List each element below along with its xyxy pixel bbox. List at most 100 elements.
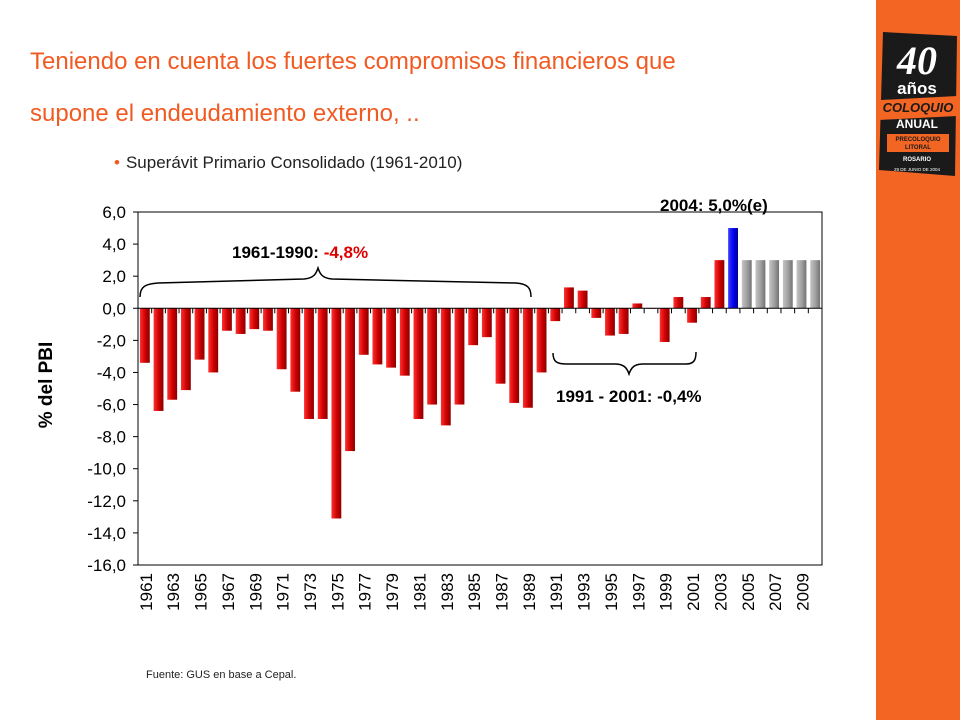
x-tick-label: 1973 xyxy=(301,573,320,611)
bar-1987 xyxy=(495,308,506,384)
x-tick-label: 2003 xyxy=(711,573,730,611)
bar-1974 xyxy=(317,308,328,419)
y-tick-label: 2,0 xyxy=(102,267,126,286)
x-tick-label: 1967 xyxy=(219,573,238,611)
page-title: Teniendo en cuenta los fuertes compromis… xyxy=(30,36,830,140)
bar-1967 xyxy=(222,308,232,331)
bar-1965 xyxy=(194,308,205,360)
annotation-1961-1990: 1961-1990: -4,8% xyxy=(232,243,368,262)
y-tick-label: -8,0 xyxy=(97,428,126,447)
bar-1988 xyxy=(509,308,520,403)
logo-word-anos: años xyxy=(897,79,937,98)
y-tick-label: -12,0 xyxy=(87,492,126,511)
bar-2008 xyxy=(782,260,793,309)
y-tick-label: 4,0 xyxy=(102,235,126,254)
bar-1964 xyxy=(180,308,191,391)
logo-word-rosario: ROSARIO xyxy=(903,157,931,163)
annotation-2004-label: 2004: 5,0% xyxy=(660,196,747,215)
x-tick-label: 2009 xyxy=(793,573,812,611)
plot-area xyxy=(137,211,823,566)
bar-1979 xyxy=(386,308,397,368)
bar-2003 xyxy=(714,260,725,309)
x-tick-label: 1981 xyxy=(410,573,429,611)
bar-1980 xyxy=(399,308,410,376)
x-tick-label: 1997 xyxy=(629,573,648,611)
bar-1970 xyxy=(263,308,273,331)
bar-2005 xyxy=(741,260,752,309)
bar-1984 xyxy=(454,308,465,405)
bar-2009 xyxy=(796,260,807,309)
bar-1983 xyxy=(440,308,451,426)
y-axis-ticks: 6,0 4,0 2,0 0,0 -2,0 -4,0 -6,0 -8,0 -10,0 -12,0 -1… xyxy=(87,203,138,575)
logo-word-precoloquio: PRECOLOQUIO xyxy=(895,137,940,143)
bar-1995 xyxy=(605,308,615,336)
logo-word-coloquio: COLOQUIO xyxy=(883,100,954,115)
source-note: Fuente: GUS en base a Cepal. xyxy=(146,669,297,681)
y-tick-label: 6,0 xyxy=(102,203,126,222)
bar-1971 xyxy=(276,308,287,370)
bullet-icon: • xyxy=(114,153,120,172)
y-axis-label: % del PBI xyxy=(36,342,57,429)
bar-1963 xyxy=(167,308,178,400)
x-tick-label: 1963 xyxy=(164,573,183,611)
y-tick-label: -6,0 xyxy=(97,396,126,415)
y-tick-label: -14,0 xyxy=(87,524,126,543)
x-tick-label: 1987 xyxy=(493,573,512,611)
bar-1986 xyxy=(481,308,492,338)
bar-1990 xyxy=(536,308,547,373)
brace-1991-2001 xyxy=(552,351,697,377)
x-tick-label: 1975 xyxy=(328,573,347,611)
bar-1969 xyxy=(249,308,260,330)
y-tick-label: 0,0 xyxy=(102,299,126,318)
bar-2001 xyxy=(687,308,697,323)
bar-1989 xyxy=(522,308,533,408)
bar-1993 xyxy=(577,290,588,309)
x-tick-label: 1999 xyxy=(657,573,676,611)
chart-subtitle: • Superávit Primario Consolidado (1961-20… xyxy=(114,153,462,173)
plot-frame xyxy=(137,211,823,566)
y-tick-label: -16,0 xyxy=(87,556,126,575)
bar-2006 xyxy=(755,260,766,309)
annotation-1961-1990-value: -4,8% xyxy=(324,243,368,262)
bar-1973 xyxy=(304,308,314,419)
bar-2010 xyxy=(810,260,821,309)
x-tick-label: 2005 xyxy=(739,573,758,611)
bar-1961 xyxy=(139,308,150,363)
x-tick-label: 1983 xyxy=(438,573,457,611)
logo-word-date: 29 DE JUNIO DE 2004 xyxy=(894,167,941,172)
bar-1991 xyxy=(550,308,561,322)
bar-1968 xyxy=(235,308,246,334)
bar-1997 xyxy=(632,303,643,309)
x-tick-label: 1961 xyxy=(137,573,156,611)
x-tick-label: 1991 xyxy=(547,573,566,611)
x-tick-label: 1969 xyxy=(246,573,265,611)
y-tick-label: -4,0 xyxy=(97,363,126,382)
bar-1996 xyxy=(618,308,629,334)
y-tick-label: -2,0 xyxy=(97,331,126,350)
x-tick-label: 1971 xyxy=(274,573,293,611)
coloquio-logo: 40 años COLOQUIO ANUAL PRECOLOQUIO LITOR… xyxy=(879,32,957,176)
bar-1972 xyxy=(290,308,301,392)
x-tick-label: 1977 xyxy=(356,573,375,611)
bar-2007 xyxy=(769,260,780,309)
bar-1999 xyxy=(659,308,670,342)
logo-word-anual: ANUAL xyxy=(896,117,938,131)
bar-1985 xyxy=(468,308,479,346)
x-tick-label: 1979 xyxy=(383,573,402,611)
x-tick-label: 2001 xyxy=(684,573,703,611)
bar-1982 xyxy=(427,308,438,405)
x-tick-label: 1993 xyxy=(575,573,594,611)
brace-1961-1990 xyxy=(139,265,532,298)
annotation-1961-1990-label: 1961-1990: xyxy=(232,243,324,262)
y-tick-label: -10,0 xyxy=(87,460,126,479)
bar-series xyxy=(137,228,823,519)
x-tick-label: 1965 xyxy=(192,573,211,611)
logo-word-litoral: LITORAL xyxy=(905,145,931,151)
x-axis-ticks: 1961 1963 1965 1967 1969 1971 1973 1975 1977 1979… xyxy=(137,573,813,611)
bar-1977 xyxy=(358,308,369,355)
annotation-1991-2001: 1991 - 2001: -0,4% xyxy=(556,387,702,406)
bar-1978 xyxy=(372,308,383,365)
bar-1962 xyxy=(153,308,164,411)
bar-1981 xyxy=(413,308,424,419)
